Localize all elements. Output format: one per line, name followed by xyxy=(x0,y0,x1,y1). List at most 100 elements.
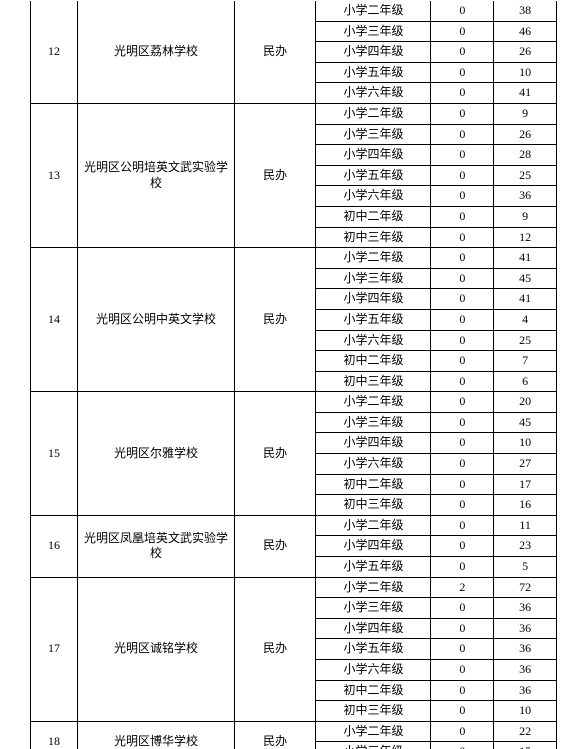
value1-cell: 0 xyxy=(431,309,494,330)
grade-cell: 小学三年级 xyxy=(316,21,431,42)
school-type-cell: 民办 xyxy=(234,577,316,721)
value1-cell: 0 xyxy=(431,433,494,454)
value1-cell: 0 xyxy=(431,742,494,749)
value1-cell: 0 xyxy=(431,124,494,145)
value2-cell: 20 xyxy=(494,392,557,413)
value1-cell: 0 xyxy=(431,289,494,310)
value2-cell: 12 xyxy=(494,227,557,248)
value2-cell: 27 xyxy=(494,454,557,475)
value2-cell: 25 xyxy=(494,165,557,186)
grade-cell: 小学四年级 xyxy=(316,145,431,166)
index-cell: 14 xyxy=(31,248,78,392)
value1-cell: 0 xyxy=(431,639,494,660)
value2-cell: 36 xyxy=(494,639,557,660)
value2-cell: 22 xyxy=(494,721,557,742)
table-row: 17光明区诚铭学校民办小学二年级272 xyxy=(31,577,557,598)
value1-cell: 0 xyxy=(431,598,494,619)
value2-cell: 36 xyxy=(494,618,557,639)
value2-cell: 36 xyxy=(494,660,557,681)
table-row: 18光明区博华学校民办小学二年级022 xyxy=(31,721,557,742)
value1-cell: 0 xyxy=(431,680,494,701)
school-name-cell: 光明区荔林学校 xyxy=(78,1,235,103)
grade-cell: 小学六年级 xyxy=(316,454,431,475)
grade-cell: 初中三年级 xyxy=(316,701,431,722)
grade-cell: 小学三年级 xyxy=(316,742,431,749)
value1-cell: 0 xyxy=(431,557,494,578)
value1-cell: 0 xyxy=(431,660,494,681)
school-name-cell: 光明区公明培英文武实验学校 xyxy=(78,103,235,247)
grade-cell: 初中三年级 xyxy=(316,495,431,516)
value2-cell: 17 xyxy=(494,474,557,495)
value2-cell: 9 xyxy=(494,103,557,124)
grade-cell: 小学四年级 xyxy=(316,289,431,310)
value1-cell: 0 xyxy=(431,206,494,227)
value1-cell: 0 xyxy=(431,42,494,63)
value1-cell: 0 xyxy=(431,62,494,83)
school-type-cell: 民办 xyxy=(234,1,316,103)
value2-cell: 10 xyxy=(494,62,557,83)
school-type-cell: 民办 xyxy=(234,721,316,749)
grade-cell: 小学六年级 xyxy=(316,83,431,104)
value2-cell: 72 xyxy=(494,577,557,598)
value2-cell: 28 xyxy=(494,145,557,166)
grade-cell: 初中二年级 xyxy=(316,680,431,701)
value2-cell: 26 xyxy=(494,124,557,145)
grade-cell: 小学二年级 xyxy=(316,515,431,536)
grade-cell: 初中二年级 xyxy=(316,474,431,495)
value1-cell: 0 xyxy=(431,83,494,104)
value1-cell: 0 xyxy=(431,371,494,392)
school-name-cell: 光明区公明中英文学校 xyxy=(78,248,235,392)
value2-cell: 10 xyxy=(494,701,557,722)
school-type-cell: 民办 xyxy=(234,392,316,516)
value1-cell: 0 xyxy=(431,618,494,639)
grade-cell: 小学四年级 xyxy=(316,618,431,639)
value1-cell: 0 xyxy=(431,268,494,289)
value2-cell: 11 xyxy=(494,515,557,536)
grade-cell: 小学五年级 xyxy=(316,309,431,330)
value1-cell: 0 xyxy=(431,330,494,351)
grade-cell: 小学三年级 xyxy=(316,268,431,289)
value2-cell: 45 xyxy=(494,268,557,289)
grade-cell: 小学二年级 xyxy=(316,577,431,598)
grade-cell: 小学五年级 xyxy=(316,639,431,660)
grade-cell: 小学五年级 xyxy=(316,62,431,83)
value1-cell: 0 xyxy=(431,495,494,516)
value2-cell: 36 xyxy=(494,680,557,701)
value2-cell: 45 xyxy=(494,412,557,433)
value1-cell: 0 xyxy=(431,1,494,21)
value2-cell: 36 xyxy=(494,186,557,207)
value1-cell: 0 xyxy=(431,165,494,186)
value1-cell: 0 xyxy=(431,351,494,372)
value1-cell: 0 xyxy=(431,721,494,742)
table-row: 16光明区凤凰培英文武实验学校民办小学二年级011 xyxy=(31,515,557,536)
value1-cell: 0 xyxy=(431,103,494,124)
value1-cell: 0 xyxy=(431,536,494,557)
grade-cell: 小学六年级 xyxy=(316,330,431,351)
value2-cell: 26 xyxy=(494,42,557,63)
school-name-cell: 光明区诚铭学校 xyxy=(78,577,235,721)
value1-cell: 0 xyxy=(431,412,494,433)
value1-cell: 0 xyxy=(431,474,494,495)
grade-cell: 初中三年级 xyxy=(316,371,431,392)
school-type-cell: 民办 xyxy=(234,103,316,247)
value1-cell: 0 xyxy=(431,515,494,536)
value2-cell: 9 xyxy=(494,206,557,227)
school-type-cell: 民办 xyxy=(234,515,316,577)
grade-cell: 小学六年级 xyxy=(316,660,431,681)
grade-cell: 初中三年级 xyxy=(316,227,431,248)
grade-cell: 小学六年级 xyxy=(316,186,431,207)
index-cell: 15 xyxy=(31,392,78,516)
grade-cell: 小学五年级 xyxy=(316,165,431,186)
value2-cell: 23 xyxy=(494,536,557,557)
value2-cell: 5 xyxy=(494,557,557,578)
grade-cell: 小学二年级 xyxy=(316,392,431,413)
school-type-cell: 民办 xyxy=(234,248,316,392)
value2-cell: 15 xyxy=(494,742,557,749)
table-row: 15光明区尔雅学校民办小学二年级020 xyxy=(31,392,557,413)
value2-cell: 36 xyxy=(494,598,557,619)
value2-cell: 4 xyxy=(494,309,557,330)
value2-cell: 41 xyxy=(494,83,557,104)
value1-cell: 2 xyxy=(431,577,494,598)
index-cell: 12 xyxy=(31,1,78,103)
grade-cell: 小学三年级 xyxy=(316,412,431,433)
